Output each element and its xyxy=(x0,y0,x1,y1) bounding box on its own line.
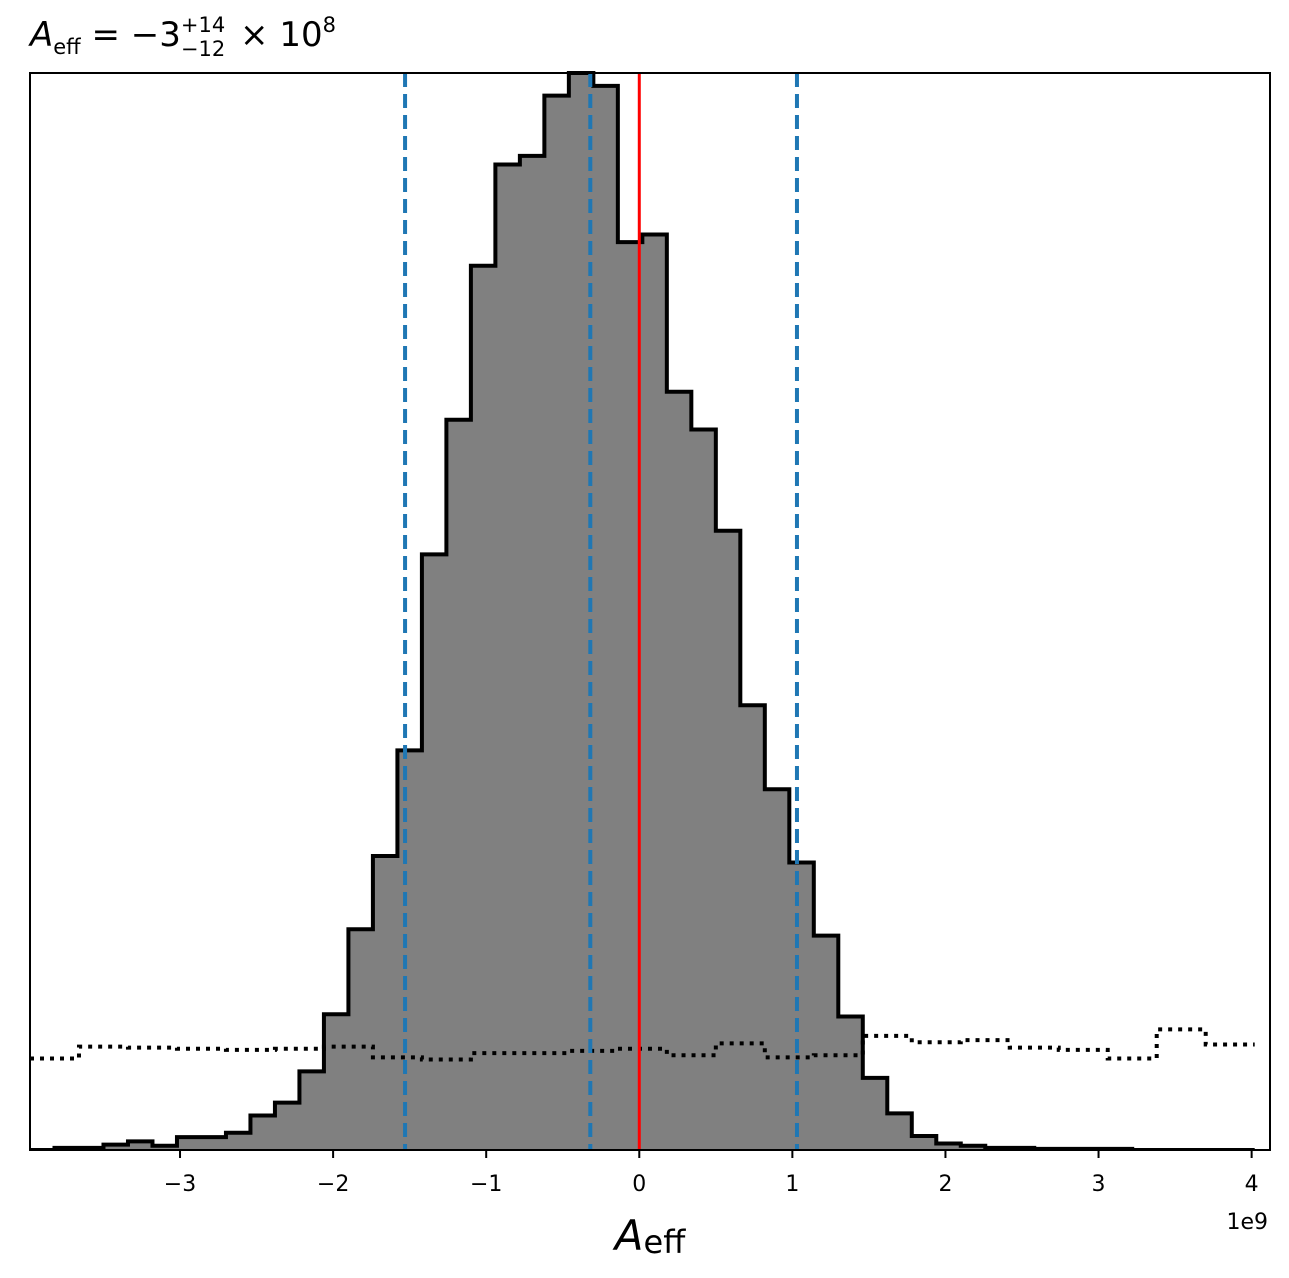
posterior-bar xyxy=(715,530,741,1150)
posterior-bar xyxy=(372,855,398,1150)
x-axis-offset-label: 1e9 xyxy=(1226,1210,1268,1235)
posterior-bar xyxy=(299,1071,325,1150)
posterior-bar xyxy=(274,1102,300,1150)
x-tick-label: 1 xyxy=(785,1172,799,1197)
x-tick-label: −3 xyxy=(164,1172,196,1197)
x-tick-label: −2 xyxy=(317,1172,349,1197)
posterior-bar xyxy=(862,1077,888,1150)
title-symbol-sub: eff xyxy=(53,35,81,59)
posterior-bar xyxy=(421,554,447,1150)
posterior-bar xyxy=(201,1137,227,1150)
posterior-bar xyxy=(152,1145,178,1150)
title-value: −3 xyxy=(131,15,181,55)
posterior-bar xyxy=(323,1014,349,1150)
posterior-bar xyxy=(127,1141,153,1150)
posterior-bar xyxy=(764,789,790,1150)
posterior-bar xyxy=(544,95,570,1150)
x-tick-label: 4 xyxy=(1245,1172,1259,1197)
x-tick-label: 2 xyxy=(938,1172,952,1197)
plot-area xyxy=(30,71,1255,1150)
posterior-bar xyxy=(593,85,619,1150)
title-equals: = xyxy=(81,15,131,55)
x-tick-label: −1 xyxy=(470,1172,502,1197)
posterior-bar xyxy=(691,429,717,1150)
posterior-bar xyxy=(936,1143,962,1150)
chart-title: Aeff = −3+14 −12 × 108 xyxy=(28,13,336,61)
x-axis-label-symbol: A xyxy=(612,1211,644,1260)
title-symbol: A xyxy=(28,15,53,55)
x-tick-label: 3 xyxy=(1092,1172,1106,1197)
posterior-bar xyxy=(397,750,423,1150)
title-error-minus: −12 xyxy=(181,37,225,61)
posterior-bar xyxy=(838,1016,864,1150)
posterior-bar xyxy=(225,1132,251,1150)
posterior-histogram xyxy=(30,71,1255,1150)
prior-outline xyxy=(30,1027,1255,1062)
x-ticks: −3 −2 −1 0 1 2 3 4 xyxy=(164,1150,1259,1197)
posterior-bar xyxy=(813,935,839,1150)
posterior-bar xyxy=(250,1115,276,1150)
posterior-outline xyxy=(30,71,1255,1150)
posterior-bar xyxy=(666,391,692,1150)
posterior-bar xyxy=(446,419,472,1150)
posterior-bar xyxy=(789,862,815,1150)
posterior-bar xyxy=(470,265,496,1150)
posterior-bar xyxy=(911,1135,937,1150)
posterior-bar xyxy=(887,1113,913,1150)
posterior-bar xyxy=(519,155,545,1150)
x-tick-label: 0 xyxy=(632,1172,646,1197)
posterior-bar xyxy=(642,234,668,1150)
title-exponent: 8 xyxy=(323,13,336,37)
posterior-bar xyxy=(960,1145,986,1150)
title-error-plus: +14 xyxy=(181,13,225,37)
posterior-bar xyxy=(495,164,521,1150)
x-axis-label: Aeff xyxy=(612,1211,686,1261)
title-times: × 10 xyxy=(229,15,322,55)
posterior-bar xyxy=(348,929,374,1150)
posterior-bar xyxy=(103,1144,129,1150)
posterior-bar xyxy=(176,1137,202,1150)
axes-frame xyxy=(29,72,1271,1151)
x-axis-label-sub: eff xyxy=(644,1223,687,1261)
prior-histogram xyxy=(30,1027,1255,1062)
reference-lines xyxy=(403,73,799,1150)
posterior-bar xyxy=(740,705,766,1150)
